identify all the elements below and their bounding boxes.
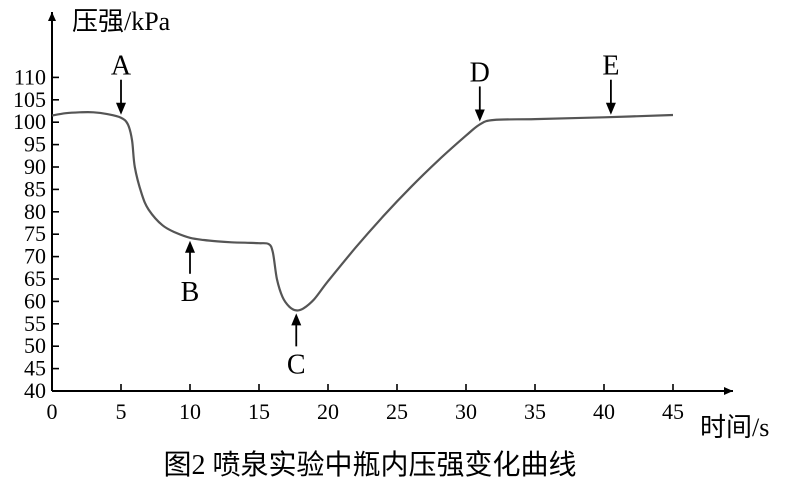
x-tick-label: 35 (524, 399, 546, 424)
y-tick-label: 70 (24, 244, 46, 269)
annotation-arrow-head (185, 240, 195, 253)
y-tick-label: 55 (24, 311, 46, 336)
y-tick-label: 60 (24, 288, 46, 313)
annotation-label: A (111, 51, 132, 82)
y-tick-label: 90 (24, 154, 46, 179)
x-tick-label: 15 (248, 399, 270, 424)
annotation-a: A (111, 51, 132, 115)
y-tick-label: 50 (24, 333, 46, 358)
annotation-b: B (181, 240, 200, 308)
y-tick-label: 100 (13, 109, 46, 134)
annotation-e: E (602, 51, 619, 115)
x-tick-label: 0 (47, 399, 58, 424)
y-tick-label: 80 (24, 199, 46, 224)
point-annotations: A B C D E (111, 51, 620, 381)
y-tick-label: 105 (13, 87, 46, 112)
chart-caption: 图2 喷泉实验中瓶内压强变化曲线 (163, 449, 576, 481)
annotation-label: D (470, 57, 490, 88)
y-tick-label: 85 (24, 176, 46, 201)
y-tick-label: 45 (24, 356, 46, 381)
y-tick-label: 95 (24, 132, 46, 157)
x-tick-label: 20 (317, 399, 339, 424)
x-axis-ticks: 0 5 10 15 20 25 30 35 40 45 (47, 384, 684, 424)
annotation-label: E (602, 51, 619, 82)
annotation-arrow-head (291, 313, 302, 326)
annotation-arrow-head (605, 102, 616, 115)
x-tick-label: 25 (386, 399, 408, 424)
x-axis-title: 时间/s (700, 413, 769, 442)
x-tick-label: 5 (116, 399, 127, 424)
y-tick-label: 65 (24, 266, 46, 291)
x-tick-label: 10 (179, 399, 201, 424)
y-tick-label: 40 (24, 378, 46, 403)
annotation-d: D (470, 57, 490, 122)
x-tick-label: 30 (455, 399, 477, 424)
annotation-c: C (287, 313, 306, 380)
y-tick-label: 75 (24, 221, 46, 246)
y-axis-title: 压强/kPa (72, 7, 171, 36)
annotation-label: B (181, 277, 200, 308)
x-tick-label: 45 (662, 399, 684, 424)
x-tick-label: 40 (593, 399, 615, 424)
annotation-label: C (287, 349, 306, 380)
annotation-arrow-head (474, 109, 485, 122)
pressure-curve (51, 111, 674, 312)
annotation-arrow-head (116, 102, 126, 115)
y-tick-label: 110 (14, 64, 46, 89)
